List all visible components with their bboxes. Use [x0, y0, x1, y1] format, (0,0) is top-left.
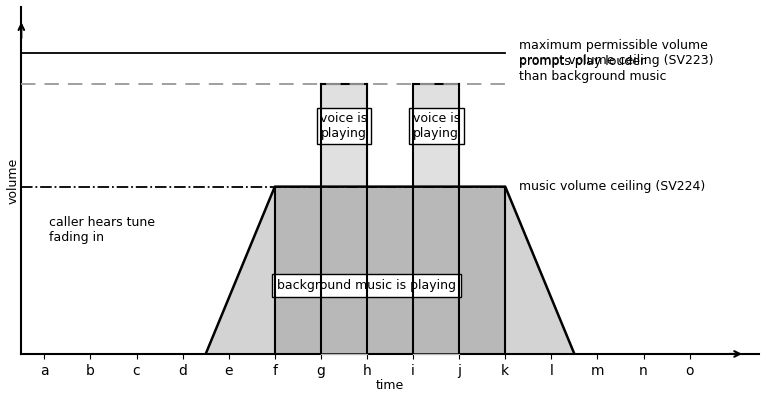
- Text: prompts play louder
than background music: prompts play louder than background musi…: [519, 55, 667, 83]
- Text: caller hears tune
fading in: caller hears tune fading in: [49, 216, 155, 244]
- X-axis label: time: time: [376, 379, 404, 392]
- Text: voice is
playing: voice is playing: [413, 112, 459, 140]
- Text: maximum permissible volume
prompt volume ceiling (SV223): maximum permissible volume prompt volume…: [519, 40, 713, 67]
- Text: voice is
playing: voice is playing: [321, 112, 367, 140]
- Text: background music is playing: background music is playing: [278, 279, 456, 292]
- Text: music volume ceiling (SV224): music volume ceiling (SV224): [519, 180, 706, 193]
- Y-axis label: volume: volume: [7, 157, 20, 203]
